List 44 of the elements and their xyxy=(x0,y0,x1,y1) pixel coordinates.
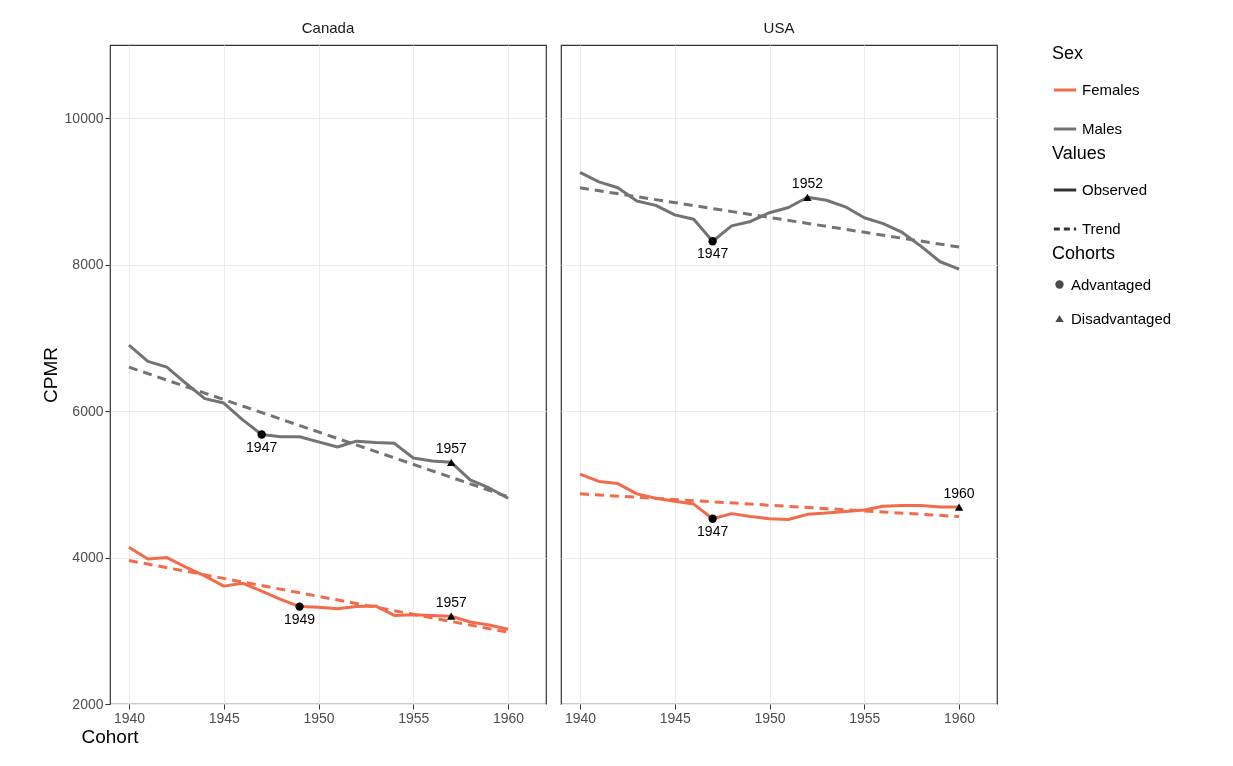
point xyxy=(257,430,266,439)
y-tick-label: 6000 xyxy=(72,402,104,419)
annotation: 1957 xyxy=(435,594,467,611)
legend-label: Females xyxy=(1082,81,1140,98)
point xyxy=(447,458,456,466)
annotation: 1952 xyxy=(791,175,824,192)
y-axis-title: CPMR xyxy=(39,347,61,403)
annotation: 1947 xyxy=(697,245,729,262)
point xyxy=(295,602,304,611)
x-tick-label: 1945 xyxy=(659,709,692,726)
point xyxy=(708,237,717,246)
point xyxy=(803,193,812,201)
y-tick-label: 4000 xyxy=(72,549,104,566)
x-tick-label: 1955 xyxy=(849,709,881,726)
annotation: 1947 xyxy=(697,522,729,539)
x-tick-label: 1955 xyxy=(398,709,430,726)
x-tick-label: 1940 xyxy=(113,709,146,726)
point xyxy=(708,514,717,523)
y-tick-label: 8000 xyxy=(72,256,104,273)
x-axis-title: Cohort xyxy=(81,725,140,747)
legend-label: Advantaged xyxy=(1071,275,1152,293)
x-tick-label: 1960 xyxy=(944,709,976,726)
annotation: 1947 xyxy=(246,438,278,455)
point xyxy=(954,503,964,511)
x-tick-label: 1950 xyxy=(754,709,786,726)
legend-label: Observed xyxy=(1082,181,1148,198)
annotation: 1957 xyxy=(435,440,467,457)
chart-title: Canada xyxy=(301,19,355,36)
point xyxy=(447,612,456,620)
x-tick-label: 1950 xyxy=(303,709,335,726)
text: Values xyxy=(1052,143,1106,163)
legend-title: Sex xyxy=(1052,43,1084,63)
legend-label: Disadvantaged xyxy=(1071,309,1172,327)
chart-title: USA xyxy=(763,19,795,36)
annotation: 1949 xyxy=(283,610,316,627)
y-tick-label: 2000 xyxy=(72,695,104,712)
y-tick-label: 10000 xyxy=(64,109,104,126)
x-tick-label: 1940 xyxy=(564,709,597,726)
annotation: 1960 xyxy=(943,485,975,502)
x-tick-label: 1945 xyxy=(208,709,241,726)
text: Cohorts xyxy=(1052,243,1116,263)
legend-label: Trend xyxy=(1082,220,1121,237)
legend-label: Males xyxy=(1082,120,1123,137)
x-tick-label: 1960 xyxy=(493,709,525,726)
